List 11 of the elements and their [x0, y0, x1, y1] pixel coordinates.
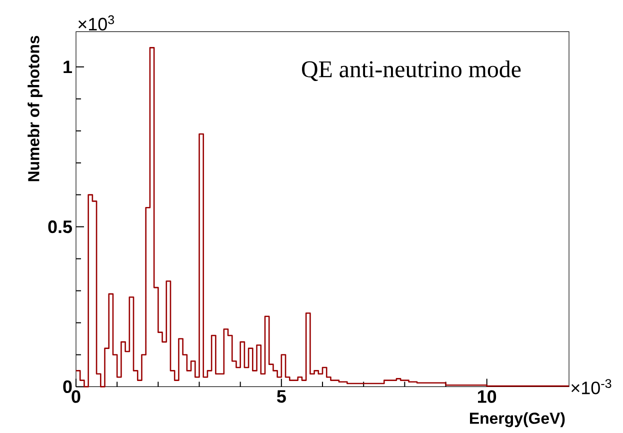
x-tick-label: 0: [72, 390, 80, 403]
y-tick-label: 0.5: [48, 220, 72, 234]
y-axis-title: Numebr of photons: [28, 36, 42, 182]
y-tick-label: 0: [63, 380, 72, 394]
text: QE anti-neutrino mode: [302, 60, 521, 81]
text: ×10$^{-3}$: [571, 379, 612, 394]
x-tick-label: 5: [276, 390, 286, 403]
x-tick-label: 10: [478, 390, 496, 403]
x-axis-title: Energy(GeV): [470, 412, 565, 428]
text: ×10$^{3}$: [78, 15, 114, 30]
y-tick-label: 1: [64, 60, 72, 74]
